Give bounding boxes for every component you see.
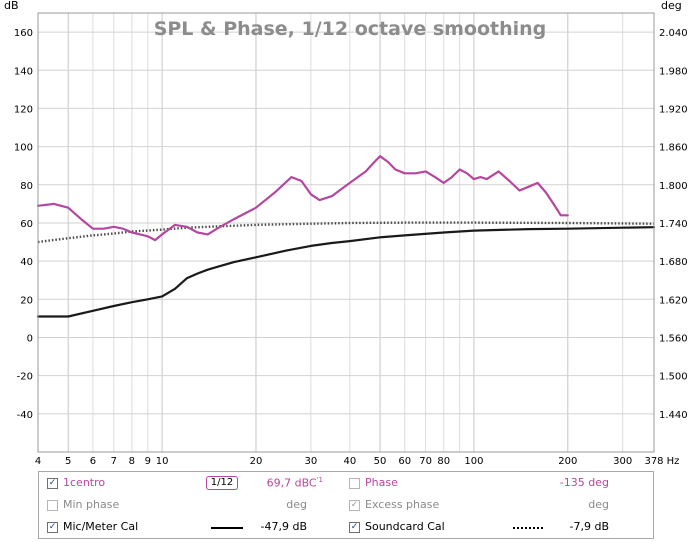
x-tick-labels: 4 5 6 7 8 9 10 20 30 40 50 60 70 80 100 200 300 378 (35, 456, 664, 467)
1centro-level-value: 69,7 dBC'1 (267, 476, 323, 490)
x-tick-label: 60 (398, 456, 411, 467)
x-tick-label: 378 (644, 456, 663, 467)
x-tick-label: 5 (65, 456, 71, 467)
chart-title: SPL & Phase, 1/12 octave smoothing (154, 18, 547, 40)
excess-phase-value: deg (588, 498, 609, 511)
right-y-tick-labels: 1.440 1.500 1.560 1.620 1.680 1.740 1.800 1.860… (659, 28, 688, 421)
min-phase-checkbox[interactable] (47, 500, 58, 511)
phase-label: Phase (365, 476, 398, 489)
x-axis-unit-label: Hz (667, 456, 680, 467)
legend-row-mic-meter-cal: ✓ Mic/Meter Cal -47,9 dB ✓ Soundcard Cal… (39, 517, 653, 539)
soundcard-cal-label: Soundcard Cal (365, 520, 445, 533)
1centro-checkbox[interactable]: ✓ (47, 478, 58, 489)
left-y-tick-label: 0 (27, 333, 33, 344)
legend-row-1centro: ✓ 1centro 1/12 69,7 dBC'1 Phase -135 deg (39, 473, 653, 495)
x-tick-label: 20 (250, 456, 263, 467)
left-y-tick-label: 160 (14, 28, 33, 39)
right-y-tick-label: 1.980 (659, 66, 688, 77)
x-tick-label: 10 (156, 456, 169, 467)
x-tick-label: 6 (90, 456, 96, 467)
right-y-tick-label: 1.800 (659, 181, 688, 192)
x-tick-label: 7 (111, 456, 117, 467)
right-y-tick-label: 1.680 (659, 257, 688, 268)
plot-area-background (38, 13, 654, 452)
x-tick-label: 200 (558, 456, 577, 467)
smoothing-selector[interactable]: 1/12 (206, 476, 238, 490)
plot-area-border (37, 12, 655, 453)
1centro-level-number: 69,7 dBC (266, 476, 317, 490)
soundcard-cal-value: -7,9 dB (569, 520, 610, 533)
soundcard-cal-checkbox[interactable]: ✓ (349, 522, 360, 533)
1centro-label: 1centro (63, 476, 106, 489)
excess-phase-checkbox[interactable]: ✓ (349, 500, 360, 511)
mic-meter-cal-label: Mic/Meter Cal (63, 520, 139, 533)
left-y-tick-label: 140 (14, 66, 33, 77)
mic-meter-cal-value: -47,9 dB (260, 520, 308, 533)
left-y-tick-label: 120 (14, 104, 33, 115)
1centro-level-suffix: '1 (316, 476, 323, 484)
series-line-mic-meter-cal (36, 226, 656, 318)
x-tick-label: 50 (374, 456, 387, 467)
phase-value: -135 deg (559, 476, 609, 489)
right-y-tick-label: 1.920 (659, 104, 688, 115)
right-y-tick-label: 1.440 (659, 410, 688, 421)
legend-row-min-phase: Min phase deg ✓ Excess phase deg (39, 495, 653, 517)
x-tick-label: 70 (419, 456, 432, 467)
mic-meter-cal-line-swatch (211, 527, 243, 529)
mic-meter-cal-checkbox[interactable]: ✓ (47, 522, 58, 533)
phase-checkbox[interactable] (349, 478, 360, 489)
left-y-tick-labels: -40 -20 0 20 40 60 80 100 120 140 160 (14, 28, 33, 421)
right-y-tick-label: 1.860 (659, 143, 688, 154)
x-tick-label: 8 (129, 456, 135, 467)
right-axis-unit-label: deg (661, 0, 682, 12)
chart-series-layer (36, 155, 656, 318)
left-y-tick-label: 20 (20, 295, 33, 306)
right-y-tick-label: 1.740 (659, 219, 688, 230)
x-tick-label: 100 (464, 456, 483, 467)
series-line-1centro (36, 155, 569, 242)
left-y-tick-label: 100 (14, 143, 33, 154)
chart-grid (37, 13, 654, 452)
min-phase-label: Min phase (63, 498, 120, 511)
x-tick-label: 9 (145, 456, 151, 467)
left-y-tick-label: 80 (20, 181, 33, 192)
right-y-tick-label: 1.560 (659, 333, 688, 344)
soundcard-cal-line-swatch (513, 527, 543, 529)
left-y-tick-label: -20 (17, 372, 33, 383)
left-y-tick-label: -40 (17, 410, 33, 421)
x-tick-label: 30 (305, 456, 318, 467)
spl-phase-chart: SPL & Phase, 1/12 octave smoothing dB de… (4, 0, 688, 467)
min-phase-value: deg (286, 498, 307, 511)
series-line-phase (37, 221, 655, 244)
left-y-tick-label: 40 (20, 257, 33, 268)
right-y-tick-label: 1.620 (659, 295, 688, 306)
x-tick-label: 300 (613, 456, 632, 467)
x-tick-label: 40 (343, 456, 356, 467)
right-y-tick-label: 2.040 (659, 28, 688, 39)
x-tick-label: 4 (35, 456, 41, 467)
x-tick-label: 80 (437, 456, 450, 467)
excess-phase-label: Excess phase (365, 498, 440, 511)
left-y-tick-label: 60 (20, 219, 33, 230)
legend-panel: ✓ 1centro 1/12 69,7 dBC'1 Phase -135 deg… (38, 471, 654, 539)
left-axis-unit-label: dB (4, 0, 19, 12)
right-y-tick-label: 1.500 (659, 372, 688, 383)
